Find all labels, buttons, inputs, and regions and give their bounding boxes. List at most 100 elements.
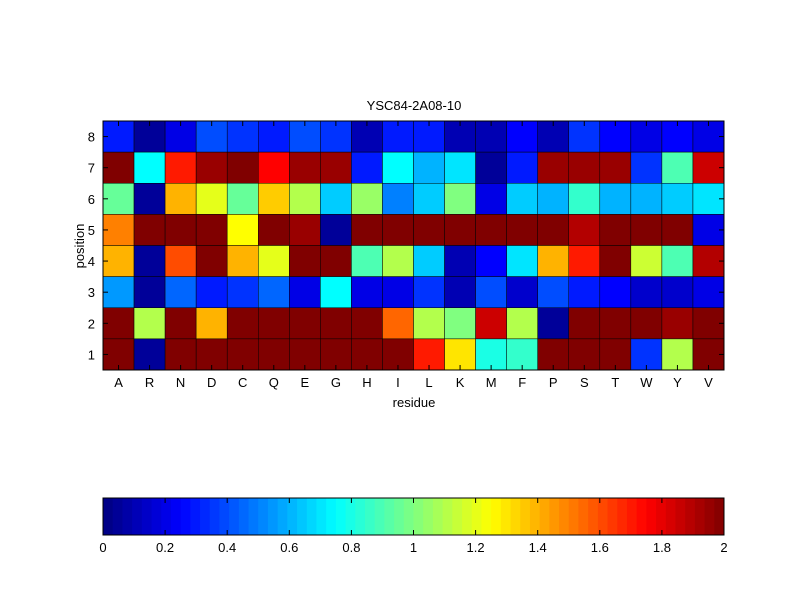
colorbar-swatch: [229, 498, 240, 535]
x-tick-label: Y: [673, 375, 682, 390]
colorbar-tick-label: 0.6: [280, 540, 298, 555]
heatmap-cell: [195, 245, 228, 277]
heatmap-cell: [444, 120, 476, 153]
colorbar-swatch: [122, 498, 133, 535]
colorbar-swatch: [471, 498, 482, 535]
heatmap-cell: [599, 338, 632, 371]
colorbar-swatch: [141, 498, 153, 535]
heatmap-cells: [102, 120, 725, 371]
heatmap-cell: [289, 151, 321, 184]
heatmap-cell: [351, 183, 383, 215]
heatmap-cell: [195, 120, 228, 153]
heatmap-cell: [475, 183, 507, 215]
colorbar-swatch: [510, 498, 521, 535]
x-tick-label: H: [362, 375, 371, 390]
colorbar-swatch: [374, 498, 385, 535]
heatmap-cell: [661, 214, 694, 246]
colorbar-swatch: [432, 498, 444, 535]
colorbar-swatch: [277, 498, 288, 535]
heatmap-cell: [258, 120, 290, 153]
heatmap-cell: [382, 120, 414, 153]
x-tick-label: G: [331, 375, 341, 390]
heatmap-cell: [320, 245, 352, 277]
heatmap-cell: [195, 151, 228, 184]
heatmap-cell: [102, 151, 135, 184]
heatmap-cell: [351, 307, 383, 340]
colorbar-swatch: [103, 498, 114, 535]
colorbar-tick-label: 1.8: [653, 540, 671, 555]
colorbar-swatch: [170, 498, 182, 535]
heatmap-cell: [133, 151, 166, 184]
heatmap-cell: [164, 276, 197, 309]
heatmap-cell: [258, 151, 290, 184]
colorbar-swatch: [200, 498, 211, 535]
heatmap-cell: [506, 276, 538, 309]
heatmap-cell: [599, 120, 632, 153]
heatmap-cell: [320, 183, 352, 215]
colorbar-swatch: [520, 498, 531, 535]
colorbar-swatch: [626, 498, 638, 535]
colorbar-swatch: [219, 498, 230, 535]
heatmap-cell: [475, 151, 507, 184]
x-tick-label: P: [549, 375, 558, 390]
colorbar-swatch: [617, 498, 628, 535]
heatmap-cell: [133, 120, 166, 153]
colorbar-swatch: [355, 498, 366, 535]
heatmap-cell: [382, 276, 414, 309]
heatmap-cell: [475, 307, 507, 340]
colorbar-swatch: [151, 498, 162, 535]
y-tick-label: 3: [88, 285, 95, 300]
heatmap-cell: [382, 307, 414, 340]
x-tick-label: L: [425, 375, 432, 390]
heatmap-cell: [413, 245, 445, 277]
x-tick-label: W: [640, 375, 653, 390]
heatmap-cell: [661, 245, 694, 277]
heatmap-cell: [133, 307, 166, 340]
heatmap-cell: [630, 151, 663, 184]
heatmap-cell: [164, 151, 197, 184]
x-tick-label: S: [580, 375, 589, 390]
heatmap-cell: [444, 183, 476, 215]
colorbar-swatch: [452, 498, 463, 535]
heatmap-cell: [413, 307, 445, 340]
heatmap-cell: [102, 245, 135, 277]
colorbar-swatch: [704, 498, 715, 535]
heatmap-cell: [382, 183, 414, 215]
heatmap-cell: [506, 183, 538, 215]
colorbar-swatch: [394, 498, 405, 535]
colorbar-swatch: [180, 498, 191, 535]
colorbar-swatch: [403, 498, 414, 535]
heatmap-cell: [413, 276, 445, 309]
x-tick-label: C: [238, 375, 247, 390]
heatmap-cell: [382, 151, 414, 184]
heatmap-cell: [102, 276, 135, 309]
heatmap-cell: [413, 151, 445, 184]
y-axis-label: position: [72, 224, 87, 269]
colorbar-swatch: [345, 498, 356, 535]
heatmap-cell: [537, 276, 570, 309]
heatmap-cell: [226, 183, 259, 215]
heatmap-cell: [226, 214, 259, 246]
y-tick-label: 2: [88, 316, 95, 331]
heatmap-cell: [133, 183, 166, 215]
heatmap-cell: [630, 245, 663, 277]
colorbar-ticks: 0 0.2 0.4 0.6 0.8 1 1.2 1.4 1.6 1.8 2: [99, 498, 728, 555]
heatmap-cell: [195, 338, 228, 371]
heatmap-cell: [258, 276, 290, 309]
heatmap-cell: [258, 214, 290, 246]
colorbar-swatch: [384, 498, 395, 535]
colorbar-swatch: [607, 498, 618, 535]
colorbar-tick-label: 0.8: [342, 540, 360, 555]
heatmap-cell: [289, 183, 321, 215]
colorbar-swatch: [248, 498, 259, 535]
colorbar-swatch: [529, 498, 541, 535]
heatmap-cell: [351, 245, 383, 277]
heatmap-cell: [599, 183, 632, 215]
heatmap-cell: [258, 307, 290, 340]
colorbar-swatch: [665, 498, 676, 535]
colorbar-swatch: [306, 498, 317, 535]
heatmap-cell: [195, 307, 228, 340]
heatmap-cell: [506, 338, 538, 371]
